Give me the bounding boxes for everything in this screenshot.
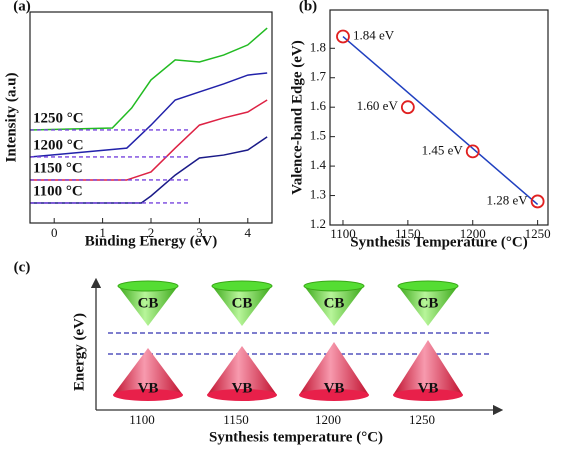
plot-frame (329, 9, 549, 226)
spectrum-line (29, 72, 268, 158)
conduction-band-top (211, 280, 273, 292)
panel-label: (b) (299, 0, 317, 14)
vb-label: VB (324, 380, 345, 396)
value-label: 1.45 eV (422, 142, 464, 157)
value-label: 1.28 eV (486, 192, 528, 207)
series-label: 1100 °C (33, 183, 83, 199)
vb-label: VB (138, 380, 159, 396)
series-label: 1150 °C (33, 160, 83, 176)
cb-label: CB (232, 295, 253, 311)
conduction-band-top (397, 280, 459, 292)
valence-band-base (299, 389, 369, 401)
conduction-band-cone (398, 286, 458, 326)
valence-band-cone (207, 346, 277, 395)
data-point (336, 29, 350, 44)
x-axis-label: Synthesis temperature (°C) (209, 429, 383, 445)
y-tick-label: 1.2 (310, 216, 326, 231)
y-axis-label: Valence-band Edge (eV) (289, 40, 305, 194)
valence-band-base (393, 389, 463, 401)
conduction-band-cone (304, 286, 364, 326)
x-tick-label: 1200 (460, 226, 486, 241)
x-tick-label: 1 (99, 225, 106, 240)
data-point (530, 194, 545, 209)
valence-band-cone (113, 348, 183, 395)
value-label: 1.60 eV (357, 98, 399, 113)
y-tick-label: 1.8 (310, 39, 326, 54)
cb-label: CB (138, 295, 159, 311)
series-label: 1250 °C (33, 110, 84, 126)
vb-label: VB (232, 380, 253, 396)
conduction-band-top (117, 280, 179, 292)
y-axis-label: Intensity (a.u) (3, 72, 19, 162)
x-tick-label: 4 (245, 225, 252, 240)
x-tick-label: 1250 (525, 226, 551, 241)
vb-label: VB (418, 380, 439, 396)
valence-band-base (113, 389, 183, 401)
y-axis-label: Energy (eV) (71, 313, 87, 391)
x-tick-label: 1200 (315, 412, 341, 427)
x-tick-label: 1150 (223, 412, 249, 427)
x-tick-label: 2 (148, 225, 155, 240)
series-label: 1200 °C (33, 137, 84, 153)
panel-label: (c) (14, 259, 31, 275)
value-label: 1.84 eV (353, 27, 395, 42)
conduction-band-cone (118, 286, 178, 326)
x-tick-label: 3 (196, 225, 203, 240)
x-axis-label: Synthesis Temperature (°C) (350, 234, 527, 250)
conduction-band-cone (212, 286, 272, 326)
y-tick-label: 1.5 (310, 128, 326, 143)
y-tick-label: 1.3 (310, 187, 326, 202)
valence-band-cone (393, 340, 463, 395)
x-axis-label: Binding Energy (eV) (85, 233, 218, 249)
x-tick-label: 1150 (395, 226, 421, 241)
cb-label: CB (418, 295, 439, 311)
data-point (465, 144, 480, 159)
conduction-band-top (303, 280, 365, 292)
x-tick-label: 1250 (409, 412, 435, 427)
data-point (400, 100, 415, 115)
y-tick-label: 1.7 (310, 69, 327, 84)
y-tick-label: 1.4 (310, 157, 327, 172)
valence-band-base (207, 389, 277, 401)
x-tick-label: 1100 (129, 412, 155, 427)
panel-label: (a) (13, 0, 31, 14)
cb-label: CB (324, 295, 345, 311)
spectrum-line (30, 136, 268, 204)
x-tick-label: 1100 (330, 226, 356, 241)
spectrum-line (30, 99, 268, 181)
valence-band-cone (299, 342, 369, 395)
x-tick-label: 0 (51, 225, 58, 240)
spectrum-line (29, 27, 268, 131)
y-tick-label: 1.6 (310, 98, 327, 113)
fit-line (342, 35, 539, 205)
